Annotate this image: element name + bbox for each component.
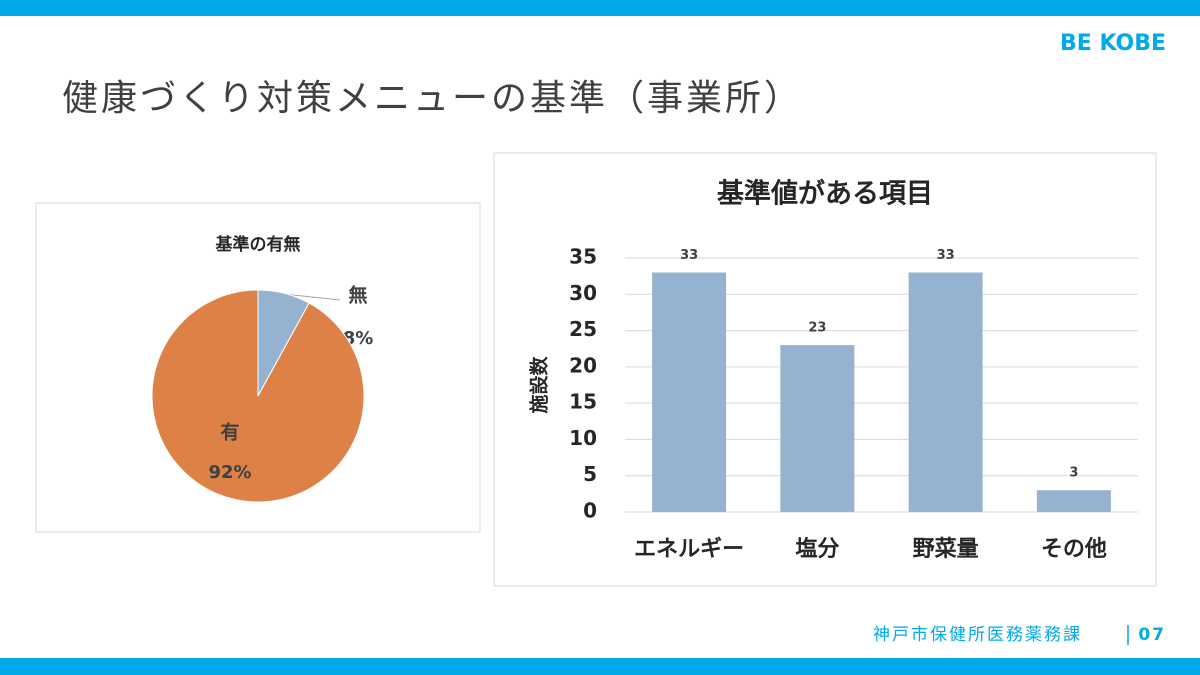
x-tick-label: 野菜量 bbox=[913, 537, 979, 562]
bar bbox=[1036, 490, 1111, 512]
footer-department: 神戸市保健所医務薬務課 bbox=[873, 625, 1082, 645]
bar bbox=[908, 272, 983, 512]
y-tick-label: 20 bbox=[569, 353, 597, 377]
top-bar bbox=[0, 0, 1200, 16]
x-tick-label: エネルギー bbox=[634, 537, 744, 562]
slice-label: 有 bbox=[220, 421, 239, 444]
bar bbox=[652, 272, 727, 512]
slice-label: 無 bbox=[348, 284, 367, 307]
pie-slice bbox=[151, 289, 365, 503]
page-number: 07 bbox=[1138, 625, 1166, 645]
slice-value-label: 92% bbox=[208, 462, 251, 483]
slide-title: 健康づくり対策メニューの基準（事業所） bbox=[62, 78, 803, 119]
bottom-bar bbox=[0, 658, 1200, 675]
leader-line bbox=[283, 293, 341, 301]
y-axis-label: 施設数 bbox=[528, 356, 551, 414]
y-tick-label: 15 bbox=[569, 390, 597, 414]
data-label: 33 bbox=[937, 248, 955, 263]
bar-title: 基準値がある項目 bbox=[717, 178, 933, 210]
x-tick-label: 塩分 bbox=[795, 536, 839, 562]
data-label: 3 bbox=[1069, 466, 1078, 481]
x-tick-label: その他 bbox=[1041, 537, 1107, 562]
y-tick-label: 30 bbox=[569, 281, 597, 305]
logo: BE KOBE bbox=[1060, 31, 1166, 56]
y-tick-label: 5 bbox=[583, 462, 597, 486]
y-tick-label: 10 bbox=[569, 426, 597, 450]
data-label: 23 bbox=[808, 321, 826, 336]
y-tick-label: 25 bbox=[569, 317, 597, 341]
pie-title: 基準の有無 bbox=[215, 234, 301, 255]
bar bbox=[780, 345, 855, 512]
y-tick-label: 0 bbox=[583, 499, 597, 523]
y-tick-label: 35 bbox=[569, 245, 597, 269]
data-label: 33 bbox=[680, 248, 698, 263]
